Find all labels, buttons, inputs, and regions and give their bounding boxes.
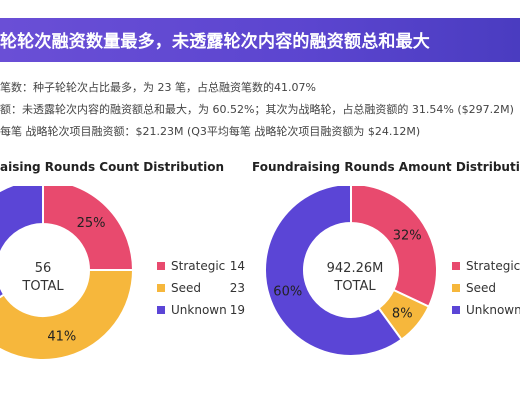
count-center-label: 56 TOTAL: [13, 260, 73, 296]
legend-item-seed: Seed: [452, 277, 520, 299]
count-legend: Strategic 14 Seed 23 Unknown 19: [157, 255, 245, 321]
legend-item-strategic: Strategic: [452, 255, 520, 277]
unknown-count: 19: [229, 303, 245, 317]
count-total-value: 56: [34, 261, 52, 276]
amount-label-seed: 8%: [392, 306, 413, 321]
unknown-swatch: [452, 306, 460, 314]
unknown-swatch: [157, 306, 165, 314]
legend-item-unknown: Unknown 19: [157, 299, 245, 321]
count-slice-unknown: [0, 186, 44, 299]
note-count: 笔数：种子轮轮次占比最多，为 23 笔，占总融资笔数的41.07%: [0, 81, 316, 94]
seed-count: 23: [229, 281, 245, 295]
amount-donut-hole: [304, 223, 398, 317]
note-amount: 额：未透露轮次内容的融资额总和最大，为 60.52%；其次为战略轮，占总融资额的…: [0, 103, 514, 116]
count-chart-title: aising Rounds Count Distribution: [0, 160, 225, 174]
note-average: 每笔 战略轮次项目融资额：$21.23M (Q3平均每笔 战略轮次项目融资额为 …: [0, 125, 421, 138]
count-label-strategic: 25%: [77, 216, 106, 231]
seed-swatch: [157, 284, 165, 292]
strategic-swatch: [452, 262, 460, 270]
count-donut-hole: [0, 224, 89, 316]
count-total-label: TOTAL: [22, 279, 64, 294]
count-donut-chart: 25% 41%: [0, 186, 135, 361]
seed-swatch: [452, 284, 460, 292]
amount-center-label: 942.26M TOTAL: [305, 260, 405, 296]
amount-chart-title: Foundraising Rounds Amount Distribution: [252, 160, 520, 174]
amount-total-label: TOTAL: [334, 279, 376, 294]
amount-donut-chart: 32% 8% 60%: [265, 186, 438, 357]
summary-notes: 笔数：种子轮轮次占比最多，为 23 笔，占总融资笔数的41.07% 额：未透露轮…: [0, 77, 520, 143]
legend-item-seed: Seed 23: [157, 277, 245, 299]
amount-label-strategic: 32%: [393, 228, 422, 243]
header-banner: 轮轮次融资数量最多，未透露轮次内容的融资额总和最大: [0, 18, 520, 62]
strategic-count: 14: [229, 259, 245, 273]
amount-total-value: 942.26M: [326, 261, 384, 276]
legend-item-strategic: Strategic 14: [157, 255, 245, 277]
amount-legend: Strategic Seed Unknown: [452, 255, 520, 321]
amount-label-unknown: 60%: [273, 285, 302, 300]
count-label-seed: 41%: [47, 329, 76, 344]
page-title: 轮轮次融资数量最多，未透露轮次内容的融资额总和最大: [0, 32, 430, 52]
strategic-swatch: [157, 262, 165, 270]
legend-item-unknown: Unknown: [452, 299, 520, 321]
